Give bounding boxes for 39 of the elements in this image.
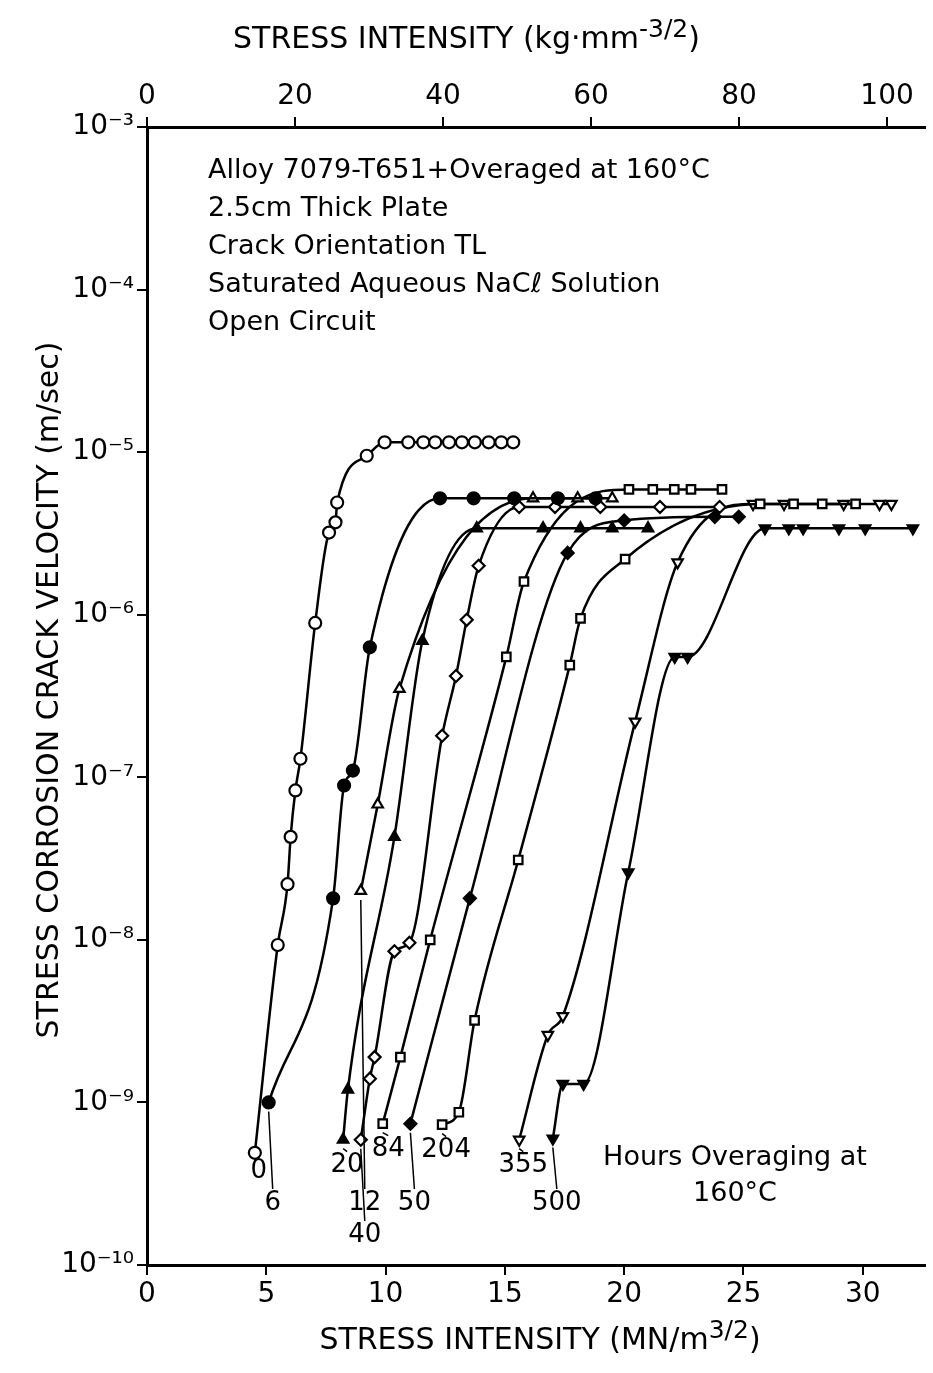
annotation: 2.5cm Thick Plate (208, 190, 450, 224)
legend-label: 204 (421, 1133, 471, 1164)
x2-tick-label: 40 (425, 78, 461, 112)
y-tick-label: 10⁻⁸ (72, 921, 134, 955)
legend-label: 500 (532, 1185, 582, 1216)
x2-tick-label: 80 (721, 78, 757, 112)
y-tick-label: 10⁻³ (72, 108, 134, 142)
x2-tick-label: 60 (573, 78, 609, 112)
text: 40 (348, 1217, 382, 1248)
x2-tick-label: 20 (277, 78, 313, 112)
x2-axis-title: STRESS INTENSITY (kg·mm$^{-3/2}$) (232, 14, 701, 55)
y-tick-label: 10⁻⁷ (72, 758, 134, 792)
y-tick-label: 10⁻⁹ (72, 1083, 134, 1117)
x-tick-label: 0 (138, 1276, 156, 1310)
annotation: Hours Overaging at 160°C (602, 1139, 868, 1209)
legend-label: 20 (330, 1148, 364, 1179)
legend-label: 355 (498, 1148, 549, 1179)
x2-tick-label: 0 (138, 78, 156, 112)
annotation: Saturated Aqueous NaCℓ Solution (208, 266, 662, 300)
annotation: Crack Orientation TL (208, 228, 488, 262)
x-tick-label: 30 (844, 1276, 881, 1310)
y-tick-label: 10⁻⁵ (72, 433, 134, 467)
legend-label: 84 (371, 1132, 405, 1163)
x-axis-title: STRESS INTENSITY (MN/m$^{3/2}$) (318, 1315, 762, 1356)
y-tick-label: 10⁻¹⁰ (61, 1246, 134, 1280)
y-tick-label: 10⁻⁶ (72, 596, 134, 629)
y-tick-label: 10⁻⁴ (72, 270, 134, 304)
x-tick-label: 15 (487, 1276, 523, 1310)
annotation: Open Circuit (208, 304, 377, 338)
x2-tick-label: 100 (860, 78, 914, 112)
x-tick-label: 25 (725, 1276, 762, 1310)
x-tick-label: 10 (367, 1276, 404, 1310)
annotation: Alloy 7079-T651+Overaged at 160°C (208, 152, 710, 186)
legend-label: 50 (397, 1185, 431, 1216)
series-label: 0 (250, 1153, 268, 1184)
x-tick-label: 20 (606, 1276, 642, 1310)
x-tick-label: 5 (257, 1276, 276, 1310)
text: 6 (264, 1185, 281, 1216)
y-axis-title: STRESS CORROSION CRACK VELOCITY (m/sec) (30, 340, 65, 1040)
